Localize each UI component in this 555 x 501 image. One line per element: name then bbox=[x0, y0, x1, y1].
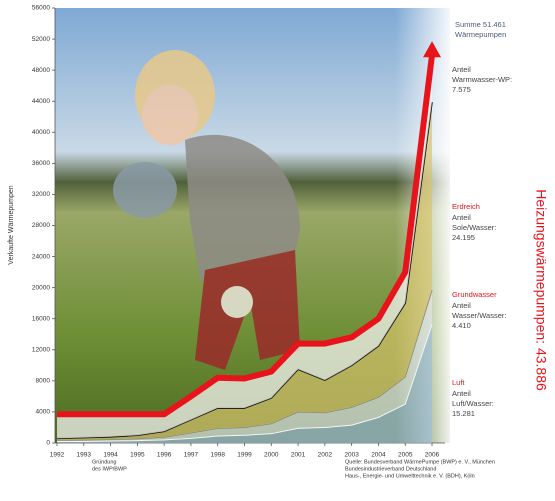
annotation: Anteil bbox=[452, 213, 471, 222]
y-tick-label: 28000 bbox=[32, 222, 50, 229]
x-tick-label: 2003 bbox=[344, 452, 359, 459]
founding-note: des IWP/BWP bbox=[92, 466, 127, 472]
annotation: Luft/Wasser: bbox=[452, 399, 494, 408]
y-tick-label: 12000 bbox=[32, 347, 50, 354]
x-tick-label: 2006 bbox=[425, 452, 440, 459]
legend-label: Luft bbox=[452, 378, 465, 387]
heating-label: Heizungswärmepumpen: 43.886 bbox=[533, 189, 549, 391]
x-tick-label: 1998 bbox=[210, 452, 225, 459]
y-tick-label: 8000 bbox=[36, 378, 51, 385]
x-tick-label: 2000 bbox=[264, 452, 279, 459]
y-tick-label: 48000 bbox=[32, 67, 50, 74]
x-tick-label: 1994 bbox=[103, 452, 118, 459]
annotation: Anteil bbox=[452, 301, 471, 310]
annotation: Sole/Wasser: bbox=[452, 223, 496, 232]
y-tick-label: 0 bbox=[46, 440, 50, 447]
annotation: 4.410 bbox=[452, 321, 471, 330]
source-note: Haus-, Energie- und Umwelttechnik e. V. … bbox=[345, 473, 475, 479]
y-tick-label: 40000 bbox=[32, 129, 50, 136]
total-label: Wärmepumpen bbox=[455, 30, 506, 39]
founding-note: Gründung bbox=[92, 459, 116, 465]
chart: Verkaufte Wärmepumpen Heizungswärmepumpe… bbox=[0, 0, 555, 501]
x-tick-label: 1999 bbox=[237, 452, 252, 459]
x-tick-label: 1992 bbox=[50, 452, 65, 459]
y-tick-label: 52000 bbox=[32, 36, 50, 43]
y-tick-label: 24000 bbox=[32, 253, 50, 260]
annotation: Anteil bbox=[452, 65, 471, 74]
x-tick-label: 1995 bbox=[130, 452, 145, 459]
annotation: 15.281 bbox=[452, 409, 475, 418]
annotation: 24.195 bbox=[452, 233, 475, 242]
x-tick-label: 1996 bbox=[157, 452, 172, 459]
x-tick-label: 1993 bbox=[77, 452, 92, 459]
x-tick-label: 2001 bbox=[291, 452, 306, 459]
annotation: 7.575 bbox=[452, 85, 471, 94]
x-tick-label: 1997 bbox=[184, 452, 199, 459]
y-tick-label: 4000 bbox=[36, 409, 51, 416]
legend-label: Erdreich bbox=[452, 202, 480, 211]
annotation: Anteil bbox=[452, 389, 471, 398]
total-label: Summe 51.461 bbox=[455, 20, 506, 29]
y-tick-label: 16000 bbox=[32, 315, 50, 322]
x-tick-label: 2004 bbox=[371, 452, 386, 459]
x-tick-label: 2002 bbox=[318, 452, 333, 459]
y-tick-label: 32000 bbox=[32, 191, 50, 198]
y-tick-label: 44000 bbox=[32, 98, 50, 105]
y-tick-label: 56000 bbox=[32, 5, 50, 12]
y-tick-label: 36000 bbox=[32, 160, 50, 167]
source-note: Quelle: Bundesverband WärmePumpe (BWP) e… bbox=[345, 459, 495, 465]
x-tick-label: 2005 bbox=[398, 452, 413, 459]
source-note: Bundesindustrieverband Deutschland bbox=[345, 466, 436, 472]
annotation: Warmwasser-WP: bbox=[452, 75, 512, 84]
y-tick-label: 20000 bbox=[32, 284, 50, 291]
y-axis-label: Verkaufte Wärmepumpen bbox=[8, 185, 15, 264]
annotation: Wasser/Wasser: bbox=[452, 311, 506, 320]
legend-label: Grundwasser bbox=[452, 290, 497, 299]
